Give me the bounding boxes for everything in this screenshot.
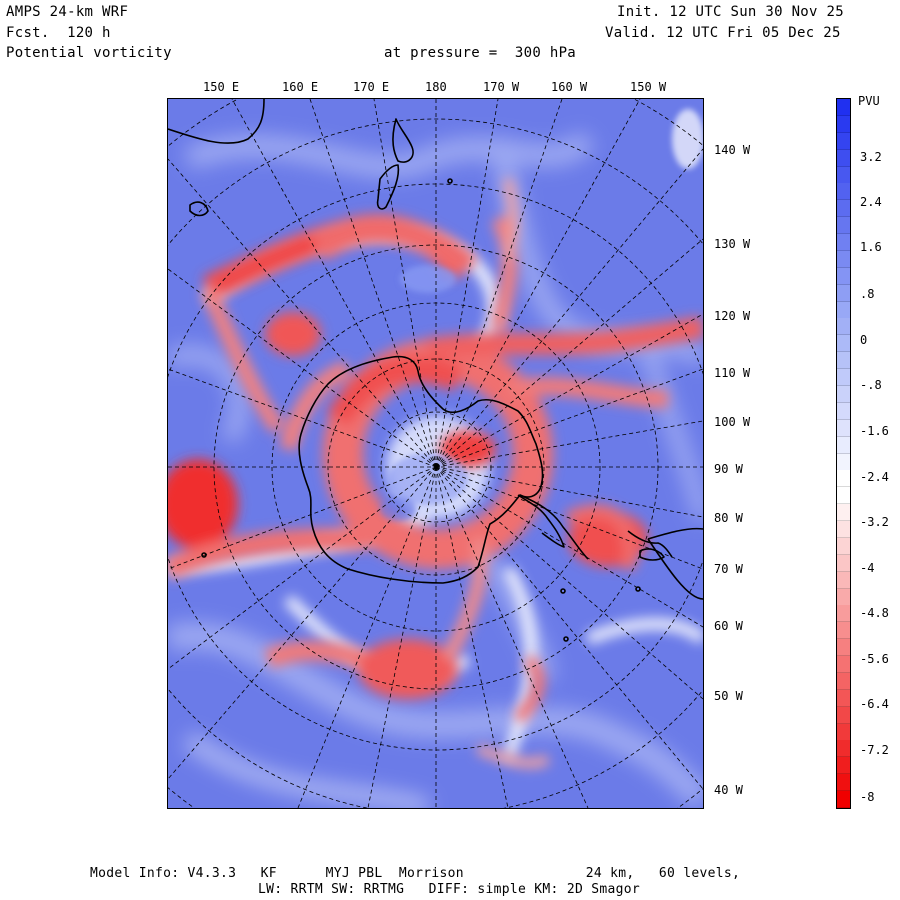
colorbar-tick-label: 3.2 bbox=[860, 150, 882, 164]
lon-label-top-3: 180 bbox=[425, 80, 447, 94]
colorbar-segment bbox=[837, 436, 850, 454]
colorbar-segment bbox=[837, 149, 850, 167]
colorbar-segment bbox=[837, 132, 850, 150]
colorbar-segment bbox=[837, 419, 850, 437]
colorbar-tick-label: 2.4 bbox=[860, 195, 882, 209]
colorbar-tick-label: 1.6 bbox=[860, 240, 882, 254]
colorbar-segment bbox=[837, 588, 850, 606]
meridian-lines bbox=[168, 99, 703, 808]
lon-label-right-8: 60 W bbox=[714, 619, 743, 633]
colorbar-tick-label: -2.4 bbox=[860, 470, 889, 484]
colorbar-tick-label: .8 bbox=[860, 287, 875, 301]
lon-label-right-5: 90 W bbox=[714, 462, 743, 476]
colorbar-segment bbox=[837, 521, 850, 539]
pressure-level: at pressure = 300 hPa bbox=[384, 45, 577, 61]
lon-label-right-4: 100 W bbox=[714, 415, 751, 429]
colorbar-segment bbox=[837, 183, 850, 201]
lon-label-top-1: 160 E bbox=[282, 80, 319, 94]
colorbar-segment bbox=[837, 267, 850, 285]
init-time: Init. 12 UTC Sun 30 Nov 25 bbox=[617, 4, 844, 20]
lon-label-right-1: 130 W bbox=[714, 237, 751, 251]
model-info-line1: Model Info: V4.3.3 KF MYJ PBL Morrison 2… bbox=[90, 866, 741, 881]
pv-field-map bbox=[168, 99, 703, 808]
colorbar-segment bbox=[837, 656, 850, 674]
valid-time: Valid. 12 UTC Fri 05 Dec 25 bbox=[605, 25, 841, 41]
colorbar-segment bbox=[837, 706, 850, 724]
colorbar-segment bbox=[837, 99, 850, 116]
lon-label-right-0: 140 W bbox=[714, 143, 751, 157]
colorbar-segment bbox=[837, 385, 850, 403]
colorbar-segment bbox=[837, 369, 850, 387]
colorbar-segment bbox=[837, 537, 850, 555]
model-title: AMPS 24-km WRF bbox=[6, 4, 129, 20]
colorbar-segment bbox=[837, 622, 850, 640]
colorbar-segment bbox=[837, 250, 850, 268]
colorbar-segment bbox=[837, 504, 850, 522]
colorbar-segment bbox=[837, 335, 850, 353]
lon-label-right-3: 110 W bbox=[714, 366, 751, 380]
colorbar-segment bbox=[837, 284, 850, 302]
colorbar-segment bbox=[837, 723, 850, 741]
colorbar-segment bbox=[837, 453, 850, 471]
colorbar-segment bbox=[837, 639, 850, 657]
colorbar-tick-label: -6.4 bbox=[860, 697, 889, 711]
coastlines bbox=[168, 99, 703, 642]
colorbar-tick-label: -5.6 bbox=[860, 652, 889, 666]
lon-label-right-6: 80 W bbox=[714, 511, 743, 525]
lon-label-right-2: 120 W bbox=[714, 309, 751, 323]
colorbar-tick-label: -4 bbox=[860, 561, 875, 575]
pv-colorbar bbox=[836, 98, 851, 809]
lon-label-top-0: 150 E bbox=[203, 80, 240, 94]
colorbar-segment bbox=[837, 554, 850, 572]
colorbar-segment bbox=[837, 318, 850, 336]
model-info-line2: LW: RRTM SW: RRTMG DIFF: simple KM: 2D S… bbox=[258, 882, 640, 897]
pv-map-panel bbox=[167, 98, 704, 809]
lon-label-top-2: 170 E bbox=[353, 80, 390, 94]
colorbar-segment bbox=[837, 470, 850, 488]
forecast-hour: Fcst. 120 h bbox=[6, 25, 111, 41]
field-name: Potential vorticity bbox=[6, 45, 172, 61]
colorbar-unit: PVU bbox=[858, 94, 880, 108]
colorbar-segment bbox=[837, 166, 850, 184]
colorbar-segment bbox=[837, 571, 850, 589]
lon-label-right-10: 40 W bbox=[714, 783, 743, 797]
colorbar-segment bbox=[837, 234, 850, 252]
colorbar-segment bbox=[837, 200, 850, 218]
colorbar-segment bbox=[837, 791, 850, 809]
lon-label-top-4: 170 W bbox=[483, 80, 520, 94]
colorbar-segment bbox=[837, 402, 850, 420]
colorbar-segment bbox=[837, 115, 850, 133]
colorbar-segment bbox=[837, 757, 850, 775]
colorbar-segment bbox=[837, 740, 850, 758]
colorbar-segment bbox=[837, 217, 850, 235]
colorbar-segment bbox=[837, 774, 850, 792]
colorbar-segment bbox=[837, 301, 850, 319]
colorbar-segment bbox=[837, 605, 850, 623]
colorbar-segment bbox=[837, 352, 850, 370]
colorbar-segment bbox=[837, 689, 850, 707]
lon-label-top-5: 160 W bbox=[551, 80, 588, 94]
positive-pv-pockets bbox=[380, 109, 703, 521]
lon-label-top-6: 150 W bbox=[630, 80, 667, 94]
colorbar-segment bbox=[837, 672, 850, 690]
colorbar-tick-label: -8 bbox=[860, 790, 875, 804]
lon-label-right-9: 50 W bbox=[714, 689, 743, 703]
colorbar-segment bbox=[837, 487, 850, 505]
colorbar-tick-label: -.8 bbox=[860, 378, 882, 392]
colorbar-tick-label: 0 bbox=[860, 333, 868, 347]
lon-label-right-7: 70 W bbox=[714, 562, 743, 576]
colorbar-tick-label: -3.2 bbox=[860, 515, 889, 529]
colorbar-tick-label: -7.2 bbox=[860, 743, 889, 757]
colorbar-tick-label: -1.6 bbox=[860, 424, 889, 438]
colorbar-tick-label: -4.8 bbox=[860, 606, 889, 620]
